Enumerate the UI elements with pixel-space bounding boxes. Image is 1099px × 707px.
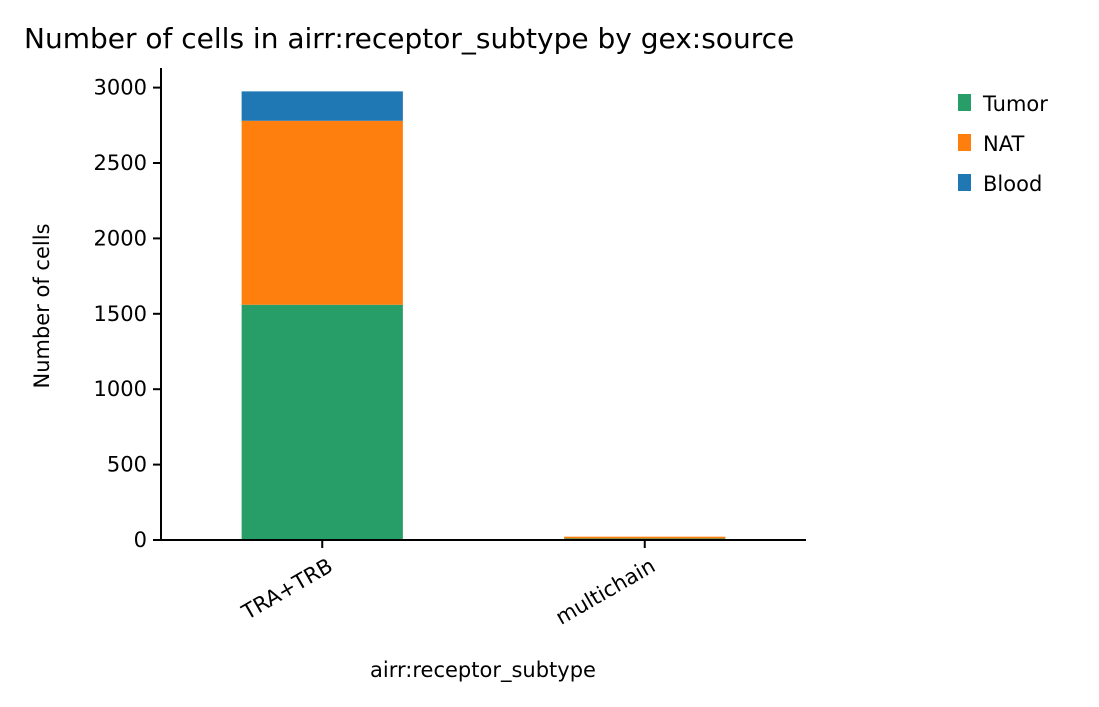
legend-label-blood: Blood — [983, 172, 1042, 196]
y-axis-title: Number of cells — [30, 223, 54, 388]
bar-blood-0 — [241, 91, 403, 121]
legend-swatch-nat — [958, 134, 971, 151]
y-tick-label: 500 — [107, 453, 147, 477]
x-ticks: TRA+TRB multichain — [237, 540, 659, 630]
legend-swatch-blood — [958, 174, 971, 191]
x-axis-title: airr:receptor_subtype — [370, 658, 596, 683]
y-tick-label: 1000 — [94, 377, 147, 401]
y-tick-label: 3000 — [94, 76, 147, 100]
bars-layer — [241, 91, 726, 540]
legend-swatch-tumor — [958, 94, 971, 111]
y-tick-label: 2000 — [94, 226, 147, 250]
y-tick-label: 0 — [134, 528, 147, 552]
legend-label-tumor: Tumor — [982, 92, 1048, 116]
x-tick-label: TRA+TRB — [237, 554, 337, 625]
bar-nat-0 — [241, 120, 403, 305]
x-tick-label: multichain — [552, 554, 660, 630]
bar-nat-1 — [564, 536, 726, 539]
y-ticks: 0 500 1000 1500 2000 2500 3000 — [94, 76, 161, 552]
y-tick-label: 2500 — [94, 151, 147, 175]
chart-title: Number of cells in airr:receptor_subtype… — [24, 22, 794, 55]
y-tick-label: 1500 — [94, 302, 147, 326]
bar-tumor-0 — [241, 304, 403, 540]
legend: Tumor NAT Blood — [958, 92, 1048, 196]
legend-label-nat: NAT — [983, 132, 1024, 156]
